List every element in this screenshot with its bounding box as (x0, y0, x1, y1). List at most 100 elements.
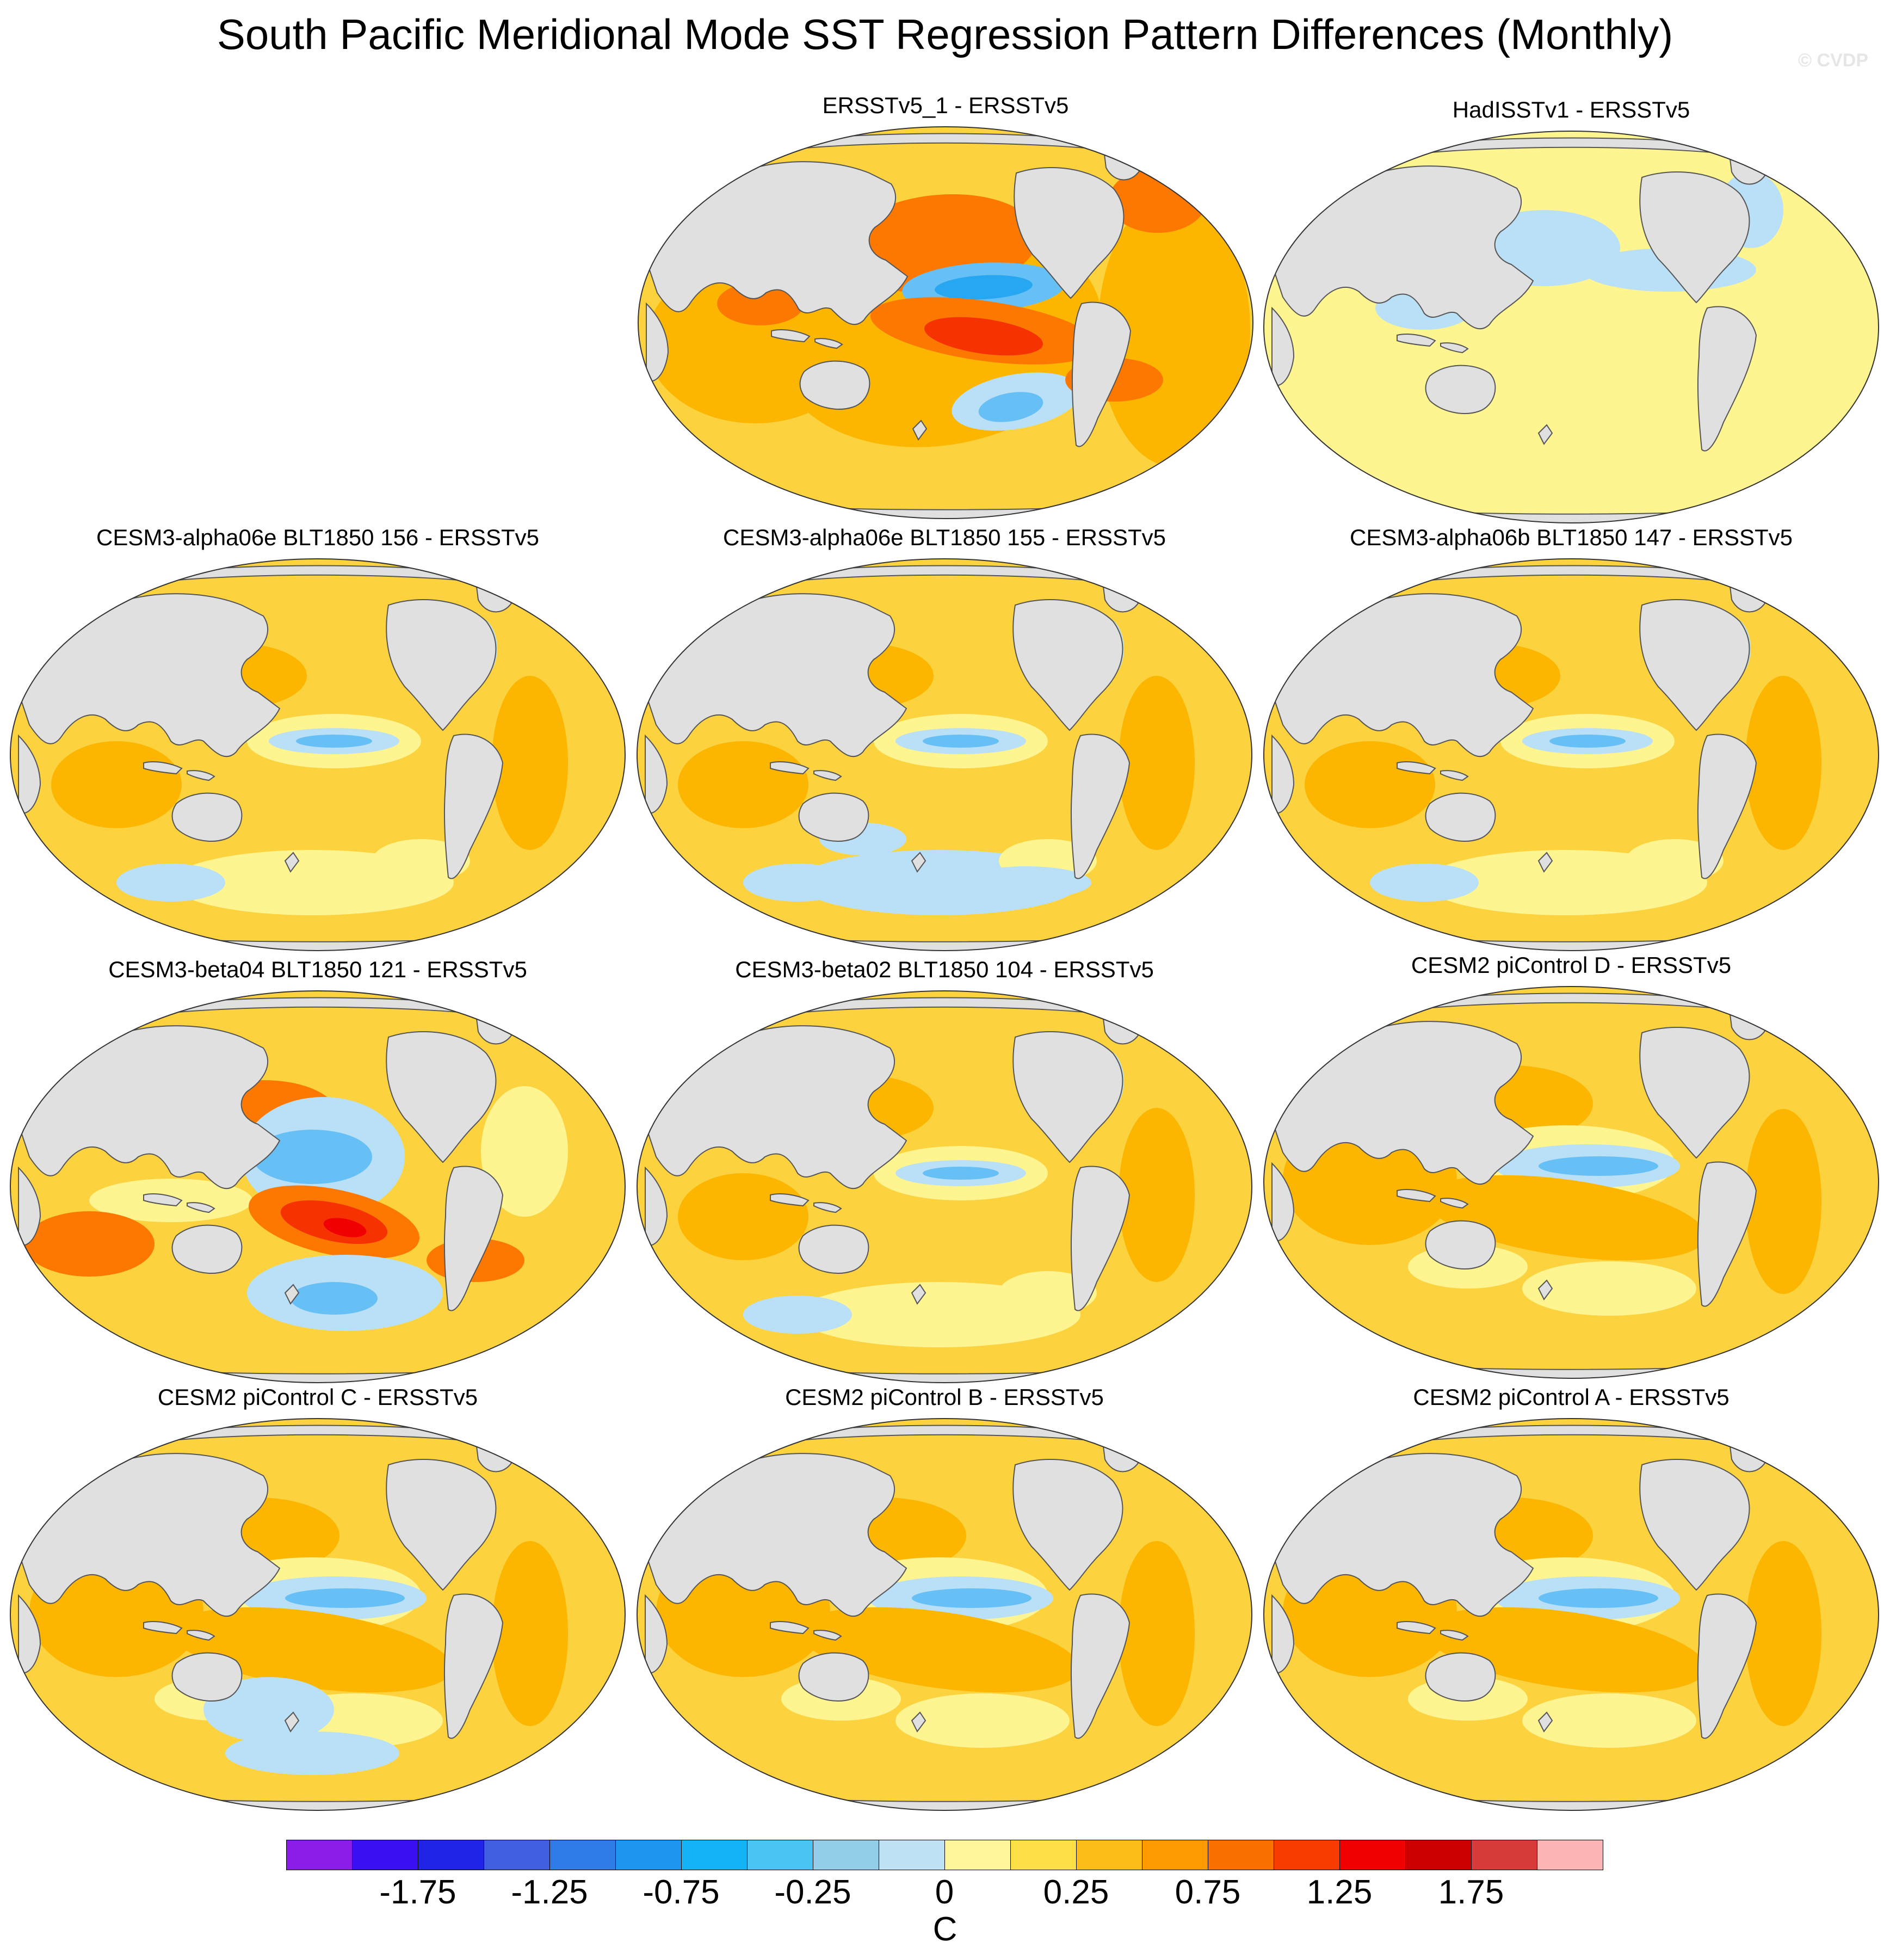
anomaly-contour (1549, 735, 1626, 748)
panel-cesm3-alpha06e-156: CESM3-alpha06e BLT1850 156 - ERSSTv5 (8, 525, 628, 954)
anomaly-contour (285, 1588, 405, 1608)
land-shape (284, 1711, 300, 1733)
land-shape (284, 852, 300, 873)
anomaly-contour (481, 1086, 568, 1217)
colorbar-swatch (1471, 1840, 1537, 1870)
land-shape (1012, 1459, 1123, 1591)
anomaly-contour (225, 1731, 399, 1775)
land-shape (814, 338, 843, 349)
land-shape (386, 1459, 497, 1591)
panel-title: CESM2 piControl B - ERSSTv5 (785, 1384, 1104, 1410)
anomaly-contour (923, 1167, 999, 1180)
panel-title: CESM2 piControl C - ERSSTv5 (157, 1384, 478, 1410)
colorbar-swatch (1142, 1840, 1208, 1870)
land-shape (171, 792, 243, 842)
map-frame (1263, 986, 1879, 1379)
land-shape (1271, 1453, 1534, 1617)
anomaly-contour (678, 1173, 808, 1260)
land-shape (645, 161, 909, 325)
colorbar-label: 1.25 (1306, 1873, 1373, 1911)
land-shape (143, 1621, 183, 1635)
map-frame (1263, 558, 1879, 951)
anomaly-contour (296, 735, 372, 748)
anomaly-contour (492, 1541, 568, 1726)
anomaly-contour (51, 741, 182, 828)
map-cesm2-picontrol-d (1263, 986, 1879, 1379)
panel-title: CESM3-beta02 BLT1850 104 - ERSSTv5 (735, 957, 1154, 982)
colorbar-swatch (681, 1840, 748, 1870)
land-shape (171, 1652, 243, 1702)
colorbar-swatch (813, 1840, 879, 1870)
colorbar-swatch (418, 1840, 484, 1870)
anomaly-contour (1745, 1541, 1821, 1726)
map-frame (10, 558, 626, 951)
land-shape (1271, 1021, 1534, 1185)
map-ersstv5-1 (638, 126, 1253, 519)
map-cesm3-alpha06e-156 (10, 558, 626, 951)
anomaly-contour (1119, 1541, 1195, 1726)
colorbar-label: -0.25 (774, 1873, 851, 1911)
anomaly-contour (961, 866, 1091, 899)
map-frame (10, 1418, 626, 1811)
panel-cesm3-beta02-104: CESM3-beta02 BLT1850 104 - ERSSTv5 (634, 957, 1255, 1386)
anomaly-contour (1484, 379, 1647, 444)
map-field (1264, 1419, 1879, 1810)
map-field (637, 1419, 1252, 1810)
land-shape (1012, 599, 1123, 731)
anomaly-contour (935, 275, 1033, 300)
panel-title: ERSSTv5_1 - ERSSTv5 (822, 93, 1069, 118)
land-shape (1537, 1279, 1553, 1300)
land-shape (1425, 365, 1496, 414)
panel-cesm2-picontrol-b: CESM2 piControl B - ERSSTv5 (634, 1384, 1255, 1814)
land-shape (771, 329, 811, 343)
anomaly-contour (924, 317, 1043, 356)
map-cesm3-beta04-121 (10, 990, 626, 1383)
map-frame (10, 990, 626, 1383)
anomaly-contour (1370, 864, 1479, 902)
panel-title: CESM3-beta04 BLT1850 121 - ERSSTv5 (108, 957, 527, 982)
land-shape (1639, 1027, 1750, 1159)
map-field (1264, 987, 1879, 1378)
panel-title: CESM2 piControl D - ERSSTv5 (1411, 952, 1732, 978)
land-shape (912, 420, 928, 441)
anomaly-contour (1119, 1108, 1195, 1282)
panel-cesm2-picontrol-c: CESM2 piControl C - ERSSTv5 (8, 1384, 628, 1814)
anomaly-contour (678, 741, 808, 828)
land-shape (770, 761, 810, 775)
land-shape (911, 852, 927, 873)
map-cesm2-picontrol-b (637, 1418, 1252, 1811)
map-hadisstv1 (1263, 131, 1879, 523)
land-shape (1697, 1593, 1757, 1739)
panel-title: CESM3-alpha06b BLT1850 147 - ERSSTv5 (1350, 525, 1793, 550)
map-field (638, 127, 1253, 519)
map-field (1264, 131, 1879, 523)
anomaly-contour (1539, 1588, 1658, 1608)
land-shape (644, 593, 907, 757)
land-shape (1425, 1652, 1496, 1702)
land-shape (1697, 1161, 1757, 1307)
anomaly-contour (116, 864, 225, 902)
colorbar-swatch (1339, 1840, 1406, 1870)
land-shape (813, 770, 842, 781)
land-shape (1537, 1711, 1553, 1733)
land-shape (1070, 734, 1131, 879)
colorbar (286, 1840, 1603, 1870)
colorbar-swatch (549, 1840, 616, 1870)
land-shape (187, 770, 215, 781)
map-frame (637, 990, 1252, 1383)
panel-title: CESM3-alpha06e BLT1850 155 - ERSSTv5 (723, 525, 1166, 550)
anomaly-contour (252, 1130, 372, 1184)
land-shape (1639, 171, 1750, 304)
land-shape (1440, 342, 1469, 354)
colorbar-swatch (944, 1840, 1011, 1870)
land-shape (187, 1630, 215, 1641)
colorbar-swatch (879, 1840, 945, 1870)
panel-cesm2-picontrol-d: CESM2 piControl D - ERSSTv5 (1261, 952, 1881, 1382)
land-shape (1070, 1593, 1131, 1739)
anomaly-contour (1305, 741, 1435, 828)
land-shape (1271, 165, 1534, 330)
land-shape (1440, 1198, 1469, 1209)
anomaly-contour (912, 1588, 1032, 1608)
anomaly-contour (895, 1693, 1070, 1748)
land-shape (443, 1166, 504, 1311)
